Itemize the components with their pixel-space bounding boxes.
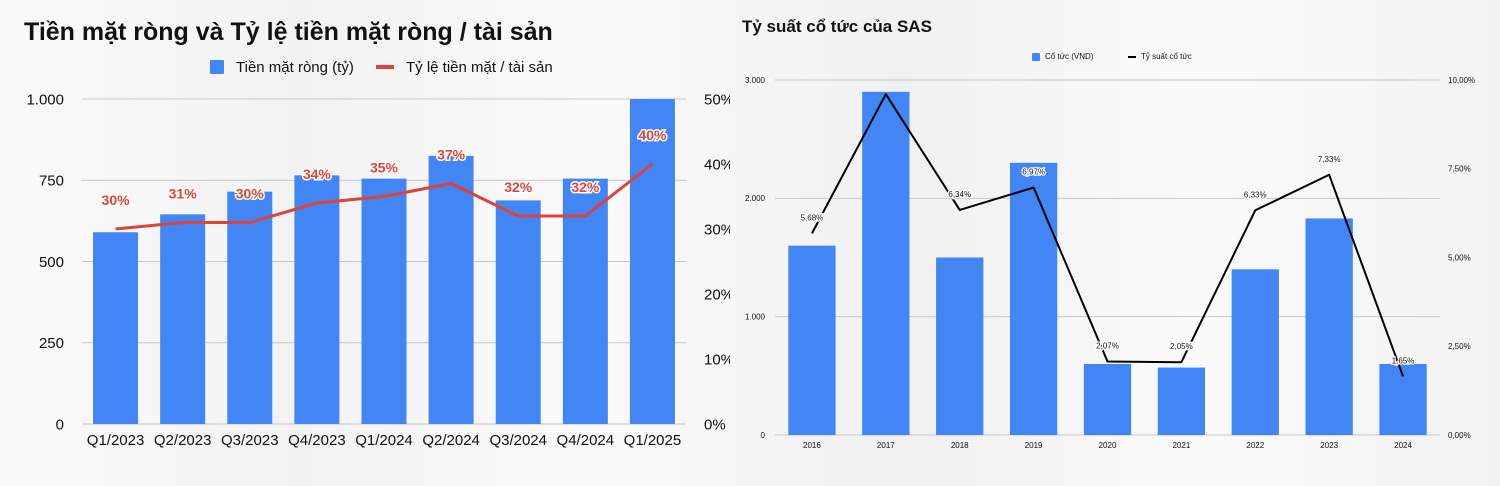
chart-net-cash: Tiền mặt ròng và Tỷ lệ tiền mặt ròng / t…	[24, 18, 730, 449]
series-line	[115, 162, 654, 231]
y-tick-label-right: 5,00%	[1448, 253, 1471, 262]
y-tick-label-right: 50%	[704, 91, 730, 108]
series-line	[811, 93, 1404, 377]
data-label: 6,34%	[948, 190, 971, 199]
x-tick-label: 2019	[1025, 441, 1043, 450]
y-tick-label-right: 10,00%	[1448, 76, 1475, 85]
y-tick-label-left: 250	[39, 335, 64, 352]
y-tick-label-left: 750	[39, 173, 64, 190]
data-label: 32%	[504, 179, 533, 195]
x-tick-label: Q1/2025	[624, 432, 682, 449]
y-tick-label-right: 0,00%	[1448, 431, 1471, 440]
x-tick-label: 2023	[1320, 441, 1338, 450]
chart-panel-dividend-yield: Tỷ suất cổ tức của SAS 0 1.000 2.000 3.000 0,…	[730, 0, 1500, 486]
y-tick-label-right: 30%	[704, 221, 730, 238]
data-label: 6,97%	[1022, 168, 1045, 177]
data-label: 1,65%	[1392, 356, 1415, 365]
bar	[160, 214, 206, 424]
data-label: 30%	[102, 192, 131, 208]
data-label: 2,07%	[1096, 342, 1119, 351]
data-label: 37%	[437, 147, 466, 163]
data-label: 35%	[370, 160, 399, 176]
y-tick-label-right: 40%	[704, 156, 730, 173]
y-tick-label-left: 0	[761, 431, 766, 440]
x-tick-label: 2018	[951, 441, 969, 450]
x-tick-label: 2017	[877, 441, 895, 450]
chart-title: Tỷ suất cổ tức của SAS	[742, 17, 932, 36]
x-tick-label: 2021	[1172, 441, 1190, 450]
bar	[1009, 162, 1058, 436]
y-tick-label-right: 20%	[704, 286, 730, 303]
bar	[1157, 367, 1206, 435]
y-tick-label-left: 1.000	[745, 312, 766, 321]
bar	[1083, 364, 1132, 435]
data-label: 6,33%	[1244, 190, 1267, 199]
bar	[495, 200, 541, 424]
bar	[1305, 218, 1353, 435]
y-tick-label-right: 2,50%	[1448, 342, 1471, 351]
bar	[936, 257, 984, 435]
chart-panel-net-cash: Tiền mặt ròng và Tỷ lệ tiền mặt ròng / t…	[0, 0, 730, 486]
data-label: 32%	[571, 179, 600, 195]
x-tick-label: Q2/2023	[154, 432, 212, 449]
y-tick-label-left: 3.000	[745, 76, 766, 85]
legend-label: Tiền mặt ròng (tỷ)	[236, 59, 354, 76]
x-tick-label: Q1/2023	[87, 432, 145, 449]
bar	[788, 245, 836, 435]
bar	[294, 175, 340, 424]
data-label: 7,33%	[1318, 155, 1341, 164]
x-tick-label: Q2/2024	[422, 432, 480, 449]
data-label: 30%	[236, 186, 265, 202]
y-tick-label-left: 1.000	[26, 91, 64, 108]
bar	[93, 232, 139, 424]
y-tick-label-left: 0	[56, 416, 64, 433]
bar	[361, 178, 407, 424]
x-tick-label: Q1/2024	[355, 432, 413, 449]
bar	[862, 91, 910, 435]
bar	[428, 155, 474, 424]
x-tick-label: 2016	[803, 441, 821, 450]
legend-label: Tỷ suất cổ tức	[1141, 52, 1192, 61]
x-tick-label: 2020	[1099, 441, 1117, 450]
y-tick-label-left: 500	[39, 254, 64, 271]
legend-swatch-bar	[210, 60, 224, 74]
legend-label: Tỷ lệ tiền mặt / tài sản	[406, 59, 553, 76]
data-label: 2,05%	[1170, 342, 1193, 351]
data-label: 34%	[303, 166, 332, 182]
x-tick-label: Q3/2023	[221, 432, 279, 449]
chart-dividend-yield: Tỷ suất cổ tức của SAS 0 1.000 2.000 3.000 0,…	[742, 17, 1475, 450]
bar	[562, 178, 608, 424]
y-tick-label-left: 2.000	[745, 194, 766, 203]
x-tick-label: 2024	[1394, 441, 1412, 450]
bar	[1231, 269, 1279, 435]
legend-swatch-bar	[1032, 53, 1040, 61]
bar	[629, 99, 675, 424]
data-label: 40%	[638, 127, 667, 143]
data-label: 31%	[169, 186, 198, 202]
y-tick-label-right: 0%	[704, 416, 726, 433]
x-tick-label: Q4/2024	[557, 432, 615, 449]
bar	[227, 191, 273, 424]
y-tick-label-right: 10%	[704, 351, 730, 368]
x-tick-label: 2022	[1246, 441, 1264, 450]
x-tick-label: Q4/2023	[288, 432, 346, 449]
y-tick-label-right: 7,50%	[1448, 165, 1471, 174]
data-label: 5,68%	[801, 213, 824, 222]
legend-label: Cổ tức (VND)	[1045, 52, 1094, 61]
x-tick-label: Q3/2024	[489, 432, 547, 449]
chart-title: Tiền mặt ròng và Tỷ lệ tiền mặt ròng / t…	[24, 18, 553, 46]
